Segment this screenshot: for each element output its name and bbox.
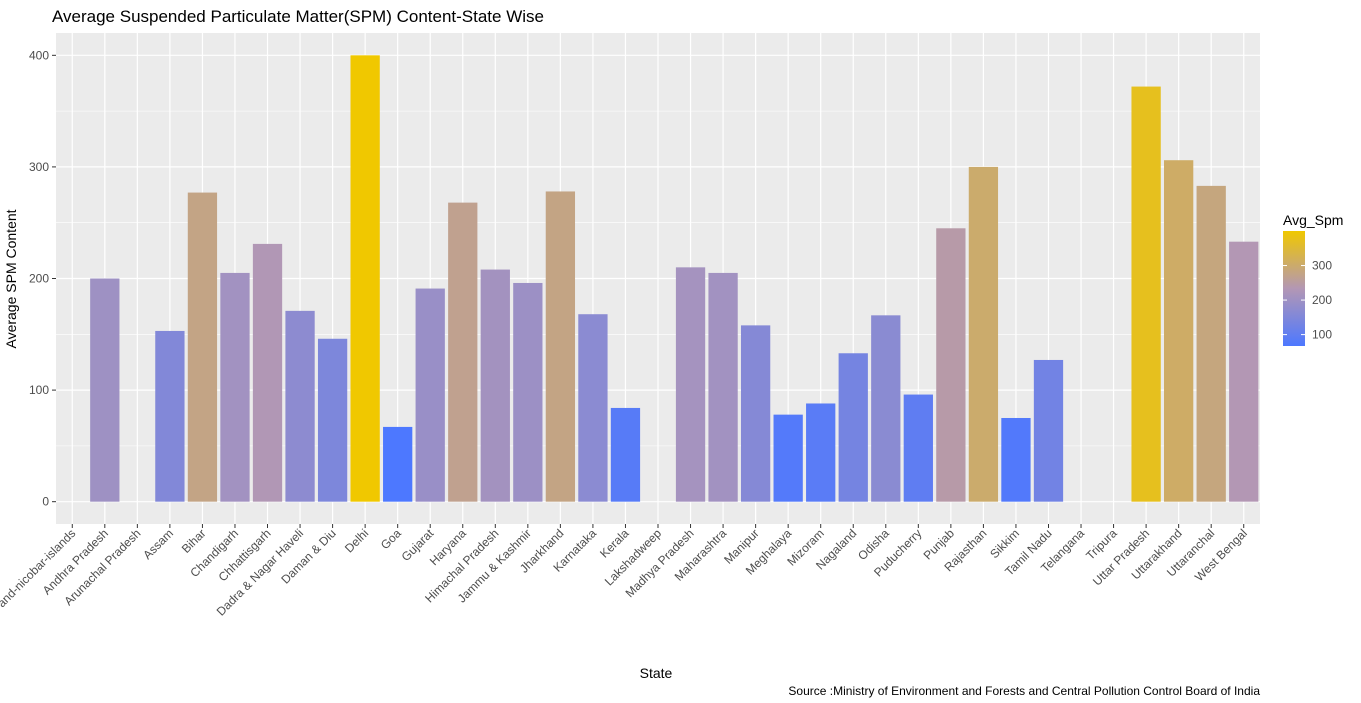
bar	[1131, 86, 1161, 502]
bar	[90, 278, 120, 502]
bar	[773, 414, 803, 502]
bar	[903, 394, 933, 502]
bars	[90, 55, 1259, 502]
bar	[1164, 160, 1194, 502]
y-tick-label: 100	[29, 383, 49, 397]
source-caption: Source :Ministry of Environment and Fore…	[788, 684, 1260, 698]
y-tick-label: 400	[29, 48, 49, 62]
bar	[155, 330, 185, 502]
legend-tick-label: 300	[1312, 259, 1332, 273]
bar	[740, 325, 771, 502]
legend-tick-label: 200	[1312, 293, 1332, 307]
bar	[806, 403, 836, 502]
legend-ticks: 100 200 300	[1283, 259, 1332, 342]
bar	[675, 267, 706, 502]
bar	[1033, 359, 1064, 502]
bar	[350, 55, 380, 502]
bar	[513, 282, 543, 502]
y-tick-label: 300	[29, 160, 49, 174]
x-tick-label: Bihar	[179, 526, 209, 556]
bar	[480, 269, 510, 502]
x-tick-label: Delhi	[342, 526, 371, 555]
x-tick-label: Assam	[140, 526, 176, 562]
chart-title: Average Suspended Particulate Matter(SPM…	[52, 7, 544, 26]
bar	[1196, 185, 1226, 502]
bar	[871, 315, 901, 502]
bar	[220, 272, 250, 502]
bar	[968, 166, 999, 502]
bar	[578, 314, 608, 502]
bar	[610, 407, 641, 502]
y-axis-title: Average SPM Content	[3, 209, 19, 348]
bar	[415, 288, 445, 502]
bar	[317, 338, 348, 502]
bar	[1229, 241, 1259, 502]
y-tick-label: 0	[42, 495, 49, 509]
legend-colorbar	[1283, 231, 1305, 346]
legend-tick-label: 100	[1312, 328, 1332, 342]
bar	[187, 192, 218, 502]
legend: Avg_Spm 100 200 300	[1283, 212, 1343, 346]
bar	[545, 191, 576, 502]
bar	[285, 310, 315, 502]
x-axis-title: State	[640, 665, 673, 681]
legend-title: Avg_Spm	[1283, 212, 1343, 228]
bar	[708, 272, 738, 502]
bar	[448, 202, 478, 502]
x-tick-label: Goa	[378, 526, 404, 552]
bar	[383, 426, 413, 502]
bar	[936, 228, 966, 502]
bar	[252, 243, 283, 502]
y-axis: 0 100 200 300 400	[29, 48, 56, 509]
bar	[838, 353, 868, 502]
bar	[1001, 417, 1031, 502]
y-tick-label: 200	[29, 272, 49, 286]
